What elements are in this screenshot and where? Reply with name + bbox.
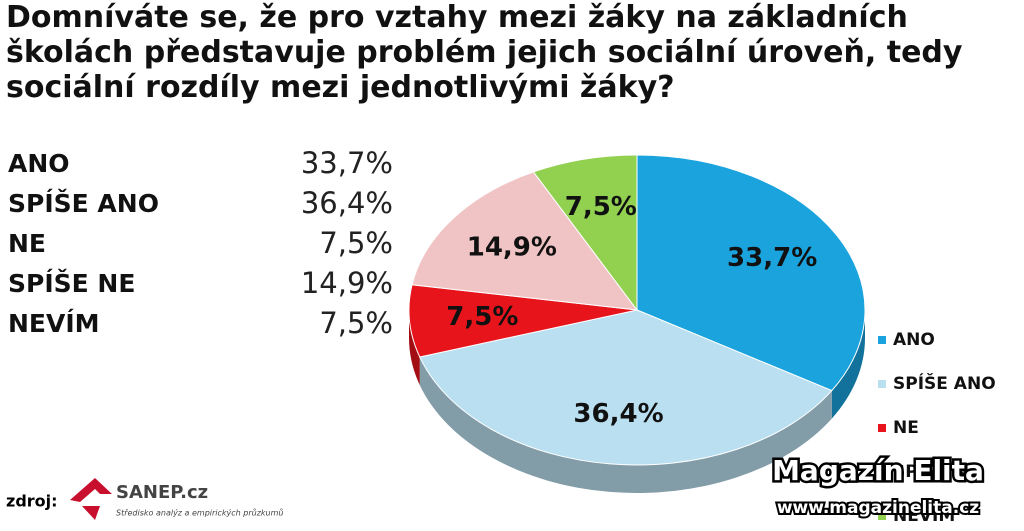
- table-label: NE: [8, 229, 46, 258]
- legend-swatch: [878, 380, 886, 388]
- pie-slice: [419, 309, 833, 466]
- data-label: 7,5%: [446, 302, 518, 332]
- pie-slice: [636, 154, 866, 392]
- table-value: 36,4%: [301, 186, 393, 220]
- table-label: ANO: [8, 149, 70, 178]
- data-label: 36,4%: [573, 399, 663, 429]
- legend-label: ANO: [893, 330, 935, 350]
- pie-slice: [408, 284, 638, 358]
- legend-swatch: [878, 424, 886, 432]
- watermark-name: Magazín Elita: [772, 454, 984, 487]
- data-label: 7,5%: [565, 192, 637, 222]
- pie-side: [419, 356, 832, 493]
- table-value: 14,9%: [301, 266, 393, 300]
- table-label: NEVÍM: [8, 309, 100, 338]
- pie-slice: [532, 154, 638, 312]
- pie-slice: [411, 171, 639, 311]
- source-logo: [70, 478, 112, 520]
- data-label: 14,9%: [467, 232, 557, 262]
- legend-label: SPÍŠE NE: [893, 460, 980, 482]
- source-label: zdroj:: [6, 492, 58, 511]
- legend-label: NEVÍM: [893, 504, 955, 526]
- table-value: 7,5%: [319, 306, 393, 340]
- chart-title: Domníváte se, že pro vztahy mezi žáky na…: [6, 0, 963, 105]
- source-name: SANEP.cz: [116, 482, 208, 503]
- pie-side: [831, 310, 865, 419]
- table-label: SPÍŠE NE: [8, 268, 135, 298]
- table-value: 33,7%: [301, 146, 393, 180]
- source-tagline: Středisko analýz a empirických průzkumů: [116, 508, 284, 518]
- data-label: 33,7%: [727, 243, 817, 273]
- table-label: SPÍŠE ANO: [8, 188, 159, 218]
- legend-swatch: [878, 468, 886, 476]
- legend-label: SPÍŠE ANO: [893, 372, 996, 394]
- watermark-url: www.magazinelita.cz: [777, 498, 979, 518]
- legend-swatch: [878, 336, 886, 344]
- table-value: 7,5%: [319, 226, 393, 260]
- pie-side: [409, 310, 420, 385]
- legend-label: NE: [893, 418, 919, 438]
- legend-swatch: [878, 512, 886, 520]
